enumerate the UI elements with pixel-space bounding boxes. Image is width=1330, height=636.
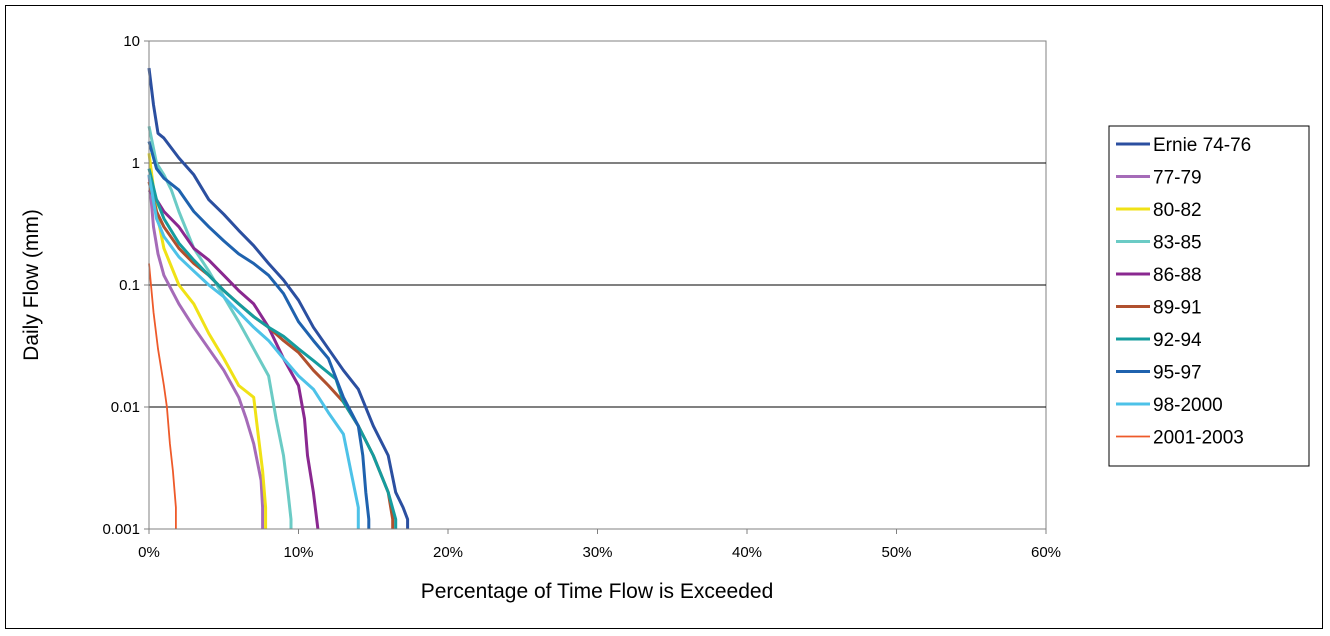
- x-tick-label: 30%: [582, 544, 612, 561]
- series-line: [147, 141, 371, 529]
- grid: [149, 162, 1046, 408]
- legend-label: 2001-2003: [1153, 428, 1244, 449]
- legend-label: 86-88: [1153, 265, 1202, 286]
- y-tick-label: 10: [123, 33, 140, 50]
- legend-label: Ernie 74-76: [1153, 135, 1251, 156]
- axes: [144, 40, 1047, 534]
- tick-labels: 0.001 0.01 0.1 1 10 0% 10% 20% 30% 40% 50% 60%: [102, 33, 1061, 561]
- x-tick-label: 40%: [732, 544, 762, 561]
- x-tick-label: 60%: [1031, 544, 1061, 561]
- series-line: [147, 174, 360, 529]
- series-lines: [147, 67, 410, 530]
- series-line: [147, 153, 268, 529]
- chart-frame: 0.001 0.01 0.1 1 10 0% 10% 20% 30% 40% 50% 60% Perc…: [5, 5, 1323, 629]
- legend-label: 98-2000: [1153, 395, 1223, 416]
- y-tick-label: 0.001: [102, 521, 140, 538]
- legend-box: [1108, 125, 1310, 467]
- chart: 0.001 0.01 0.1 1 10 0% 10% 20% 30% 40% 50% 60% Perc…: [20, 33, 1310, 603]
- legend-label: 83-85: [1153, 233, 1202, 254]
- y-axis-title: Daily Flow (mm): [20, 209, 43, 361]
- series-line: [147, 189, 320, 530]
- legend-label: 80-82: [1153, 200, 1202, 221]
- series-line: [147, 67, 410, 529]
- y-tick-label: 0.1: [119, 277, 140, 294]
- y-tick-label: 0.01: [111, 399, 140, 416]
- legend-label: 95-97: [1153, 363, 1202, 384]
- legend-label: 77-79: [1153, 168, 1202, 189]
- x-tick-label: 50%: [881, 544, 911, 561]
- legend-items: Ernie 74-76 77-79 80-82 83-85 86-88 89-91 92-9…: [1116, 135, 1251, 449]
- legend-label: 89-91: [1153, 298, 1202, 319]
- x-axis-title: Percentage of Time Flow is Exceeded: [421, 580, 774, 603]
- y-tick-label: 1: [132, 155, 140, 172]
- x-tick-label: 10%: [283, 544, 313, 561]
- x-tick-label: 0%: [138, 544, 160, 561]
- x-tick-label: 20%: [433, 544, 463, 561]
- series-line: [148, 263, 177, 529]
- series-line: [147, 174, 265, 529]
- legend-label: 92-94: [1153, 330, 1202, 351]
- legend: Ernie 74-76 77-79 80-82 83-85 86-88 89-91 92-9…: [1108, 125, 1310, 467]
- series-line: [147, 168, 398, 529]
